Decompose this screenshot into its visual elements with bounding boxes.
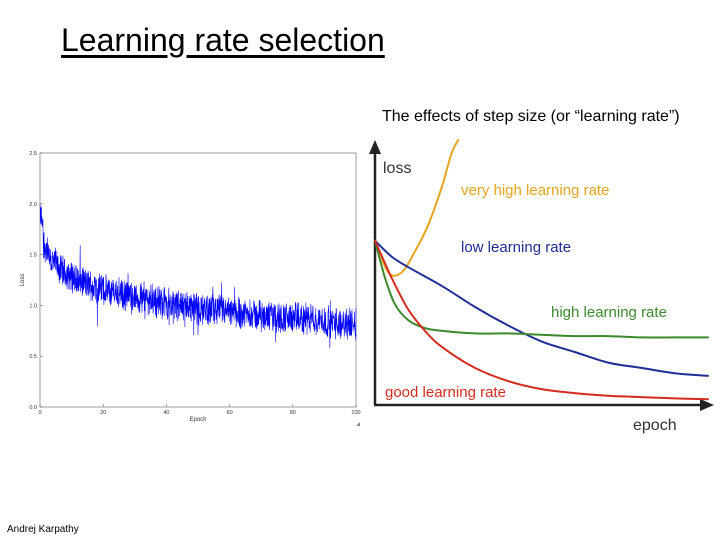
chart-subtitle: The effects of step size (or “learning r…	[382, 108, 680, 125]
label-good-lr: good learning rate	[385, 384, 506, 401]
y-axis-arrow-icon	[369, 140, 381, 154]
x-tick-label: 40	[163, 410, 169, 416]
x-axis-arrow-icon	[700, 399, 714, 411]
learning-rate-sketch: loss epoch very high learning rate low l…	[369, 139, 714, 434]
label-high-lr: high learning rate	[551, 304, 667, 321]
loss-plot: 0 20 40 60 80 100 0.0 0.5 1.0 1.5 2.0 2.5 Epoch Los…	[20, 151, 361, 426]
y-tick-label: 2.5	[29, 151, 37, 157]
loss-noise-line	[39, 203, 357, 349]
sketch-xlabel: epoch	[633, 417, 677, 434]
loss-plot-ylabel: Loss	[20, 274, 26, 287]
y-tick-label: 2.0	[29, 202, 37, 208]
label-very-high-lr: very high learning rate	[461, 182, 609, 199]
sketch-ylabel: loss	[383, 160, 411, 177]
author-credit: Andrej Karpathy	[7, 524, 79, 535]
loss-plot-ticks: 0 20 40 60 80 100 0.0 0.5 1.0 1.5 2.0 2.5	[29, 151, 360, 416]
x-tick-label: 100	[351, 410, 360, 416]
x-tick-label: 80	[290, 410, 296, 416]
y-tick-label: 1.0	[29, 303, 37, 309]
x-tick-label: 20	[100, 410, 106, 416]
x-tick-label: 0	[38, 410, 41, 416]
y-tick-label: 0.0	[29, 405, 37, 411]
resize-grip-icon	[356, 422, 360, 426]
loss-plot-xlabel: Epoch	[189, 417, 206, 423]
loss-plot-frame	[39, 152, 357, 408]
sketch-curves	[374, 139, 709, 401]
label-low-lr: low learning rate	[461, 239, 571, 256]
x-tick-label: 60	[227, 410, 233, 416]
y-tick-label: 0.5	[29, 354, 37, 360]
curve-high-learning-rate	[374, 239, 709, 339]
curve-good-learning-rate	[374, 239, 709, 401]
y-tick-label: 1.5	[29, 253, 37, 259]
slide-title: Learning rate selection	[61, 22, 385, 58]
